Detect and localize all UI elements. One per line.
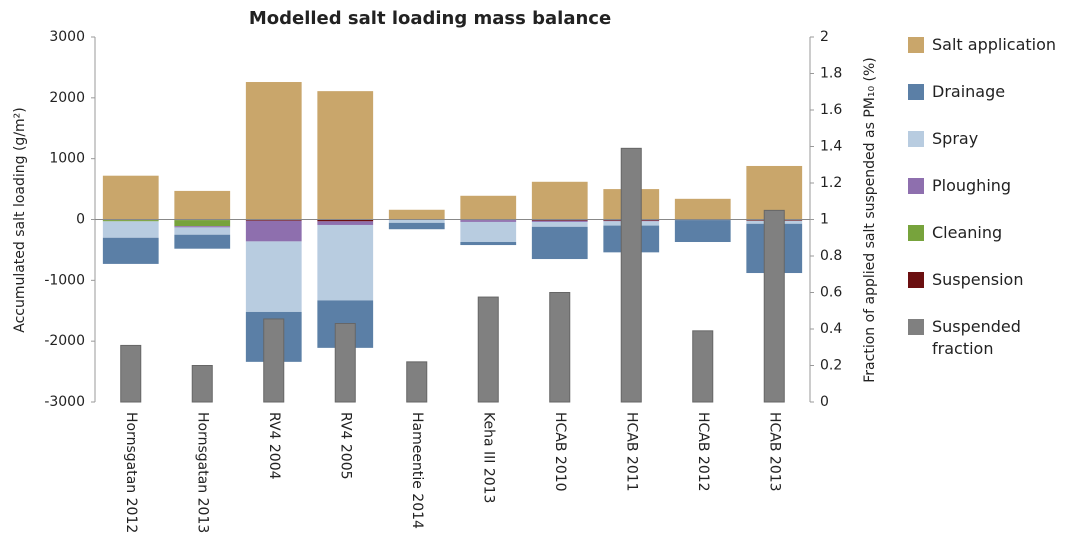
- bar: [335, 324, 355, 402]
- y2-tick-label: 1: [820, 212, 829, 228]
- y2-tick-label: 1.8: [820, 66, 842, 82]
- y2-tick-label: 0.4: [820, 321, 842, 337]
- bar-segment: [103, 220, 159, 221]
- bar: [550, 293, 570, 403]
- legend-entry: Ploughing: [908, 175, 1068, 222]
- legend-swatch: [908, 84, 924, 100]
- y-tick-label: 1000: [49, 151, 85, 167]
- bar: [693, 331, 713, 402]
- bar-segment: [532, 182, 588, 220]
- bar-segment: [460, 242, 516, 245]
- bar-segment: [460, 220, 516, 222]
- y2-tick-label: 0.6: [820, 285, 842, 301]
- bar-segment: [246, 221, 302, 242]
- legend-swatch: [908, 225, 924, 241]
- bar-segment: [246, 82, 302, 219]
- y2-tick-label: 2: [820, 29, 829, 45]
- legend-entry: Suspended fraction: [908, 316, 1068, 363]
- bar-segment: [532, 222, 588, 227]
- bar-segment: [532, 221, 588, 222]
- legend-label: Spray: [932, 128, 1062, 150]
- x-tick-label: Keha III 2013: [480, 412, 496, 503]
- y2-tick-label: 0.2: [820, 358, 842, 374]
- x-tick-label: HCAB 2013: [766, 412, 782, 492]
- bar-segment: [174, 227, 230, 234]
- x-tick-label: RV4 2005: [337, 412, 353, 480]
- legend-swatch: [908, 319, 924, 335]
- y2-tick-label: 0: [820, 394, 829, 410]
- legend-label: Salt application: [932, 34, 1062, 56]
- bar-segment: [103, 221, 159, 237]
- bar-segment: [246, 241, 302, 312]
- chart-title: Modelled salt loading mass balance: [249, 8, 611, 29]
- bar: [621, 148, 641, 402]
- legend-label: Cleaning: [932, 222, 1062, 244]
- bar-segment: [389, 210, 445, 220]
- legend-swatch: [908, 131, 924, 147]
- bar-segment: [174, 235, 230, 249]
- x-tick-label: HCAB 2011: [623, 412, 639, 492]
- bar-segment: [174, 220, 230, 226]
- bar-segment: [389, 223, 445, 229]
- y-tick-label: -1000: [44, 272, 85, 288]
- bar-segment: [103, 176, 159, 220]
- y-tick-label: -2000: [44, 333, 85, 349]
- legend-label: Drainage: [932, 81, 1062, 103]
- bar-segment: [460, 222, 516, 242]
- x-tick-label: RV4 2004: [266, 412, 282, 480]
- y-tick-label: -3000: [44, 394, 85, 410]
- legend-label: Ploughing: [932, 175, 1062, 197]
- y-tick-label: 0: [76, 212, 85, 228]
- legend-label: Suspension: [932, 269, 1062, 291]
- legend: Salt application Drainage Spray Ploughing Cl…: [908, 34, 1068, 363]
- legend-swatch: [908, 178, 924, 194]
- y-tick-label: 2000: [49, 90, 85, 106]
- bar-segment: [389, 220, 445, 223]
- bar-segment: [460, 196, 516, 220]
- bar-segment: [174, 191, 230, 220]
- y2-tick-label: 0.8: [820, 248, 842, 264]
- bar: [764, 210, 784, 402]
- legend-swatch: [908, 272, 924, 288]
- bar-segment: [317, 221, 373, 225]
- x-tick-label: HCAB 2010: [552, 412, 568, 492]
- bar: [264, 319, 284, 402]
- x-tick-label: Hornsgatan 2012: [123, 412, 139, 533]
- bar-segment: [532, 227, 588, 259]
- x-tick-label: HCAB 2012: [695, 412, 711, 492]
- bar-segment: [317, 91, 373, 219]
- legend-entry: Spray: [908, 128, 1068, 175]
- legend-label: Suspended fraction: [932, 316, 1012, 360]
- x-tick-label: Hornsgatan 2013: [194, 412, 210, 533]
- x-tick-label: Hameentie 2014: [409, 412, 425, 529]
- y2-tick-label: 1.6: [820, 102, 842, 118]
- legend-entry: Cleaning: [908, 222, 1068, 269]
- bar-segment: [174, 226, 230, 227]
- legend-swatch: [908, 37, 924, 53]
- bar-segment: [317, 225, 373, 300]
- y-axis-label: Accumulated salt loading (g/m²): [12, 107, 28, 333]
- y-tick-label: 3000: [49, 29, 85, 45]
- bar-segment: [103, 238, 159, 264]
- bar: [192, 366, 212, 403]
- y2-axis-label: Fraction of applied salt suspended as PM…: [862, 57, 878, 382]
- bar-segment: [675, 220, 731, 242]
- legend-entry: Salt application: [908, 34, 1068, 81]
- bar: [478, 297, 498, 402]
- legend-entry: Suspension: [908, 269, 1068, 316]
- y2-tick-label: 1.2: [820, 175, 842, 191]
- bar-segment: [675, 199, 731, 220]
- y2-tick-label: 1.4: [820, 139, 842, 155]
- bar: [407, 362, 427, 402]
- legend-entry: Drainage: [908, 81, 1068, 128]
- bar: [121, 345, 141, 402]
